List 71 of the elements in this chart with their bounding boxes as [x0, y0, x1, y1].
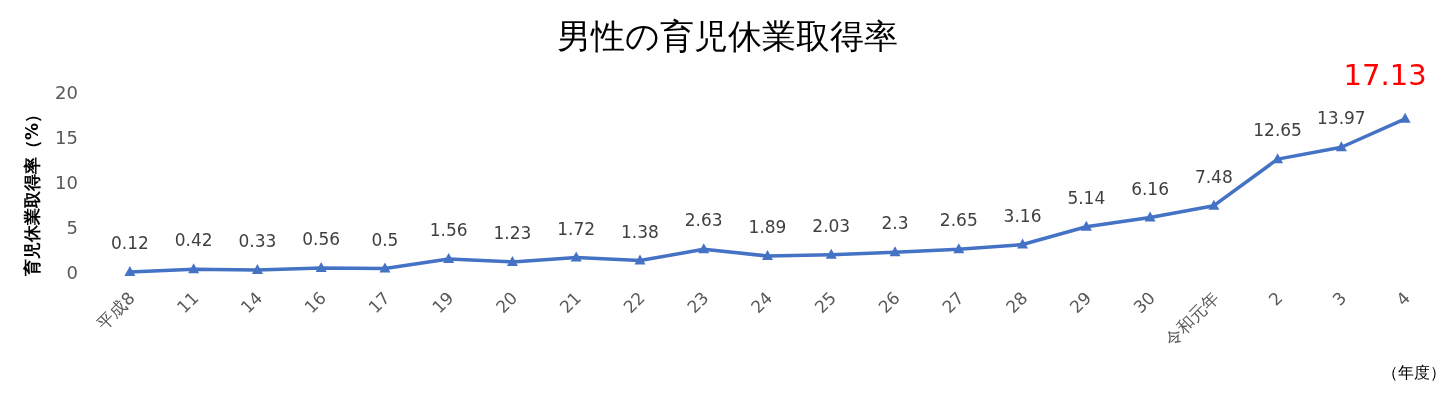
point	[188, 263, 200, 274]
y-tick-label: 10	[55, 172, 78, 193]
data-label: 7.48	[1194, 166, 1233, 187]
point	[443, 252, 455, 263]
x-tick-label: 29	[1065, 287, 1096, 318]
point	[124, 265, 136, 276]
x-tick-label: 26	[874, 287, 904, 318]
data-label: 0.42	[174, 230, 213, 251]
x-tick-label: 14	[236, 287, 267, 318]
data-label: 12.65	[1253, 120, 1302, 141]
x-axis-title: （年度）	[1382, 363, 1446, 382]
x-tick-label: 16	[300, 287, 330, 318]
x-tick-label: 21	[555, 287, 586, 318]
data-label: 2.63	[684, 210, 723, 231]
data-label: 2.65	[939, 210, 978, 231]
point	[1017, 238, 1029, 249]
x-tick-label: 28	[1001, 287, 1032, 318]
y-axis-title: 育児休業取得率（%）	[22, 105, 42, 278]
point	[379, 262, 391, 273]
data-label: 0.33	[238, 231, 277, 252]
point	[1272, 153, 1284, 164]
x-tick-label: 24	[746, 287, 777, 318]
point	[1080, 220, 1092, 231]
point	[889, 246, 901, 257]
data-label: 2.3	[881, 213, 909, 234]
point	[825, 248, 837, 259]
point	[570, 251, 582, 262]
chart-title: 男性の育児休業取得率	[556, 16, 898, 56]
data-label: 0.5	[371, 229, 399, 250]
point	[634, 254, 646, 265]
data-label: 1.72	[557, 218, 596, 239]
y-tick-label: 15	[55, 127, 78, 148]
data-label: 1.89	[748, 216, 787, 237]
data-label: 1.23	[493, 222, 532, 243]
point	[762, 249, 773, 260]
x-tick-label: 27	[938, 287, 968, 318]
data-label: 3.16	[1003, 205, 1042, 226]
y-tick-label: 5	[66, 217, 78, 238]
y-tick-label: 20	[55, 82, 78, 103]
data-label: 0.56	[302, 228, 341, 249]
data-label: 13.97	[1317, 108, 1366, 129]
data-label: 0.12	[110, 232, 149, 253]
x-tick-label: 17	[364, 287, 394, 318]
point	[1399, 112, 1411, 123]
data-label: 2.03	[812, 215, 851, 236]
x-tick-label: 11	[173, 287, 203, 318]
x-tick-label: 2	[1264, 287, 1287, 310]
point	[1144, 211, 1156, 222]
x-tick-label: 令和元年	[1160, 287, 1223, 350]
x-tick-label: 22	[619, 287, 649, 318]
point	[315, 261, 327, 272]
data-label: 5.14	[1067, 187, 1106, 208]
y-tick-label: 0	[66, 262, 78, 283]
x-tick-label: 30	[1129, 287, 1159, 318]
point	[698, 243, 710, 254]
point	[1208, 199, 1220, 210]
x-tick-label: 20	[491, 287, 522, 318]
x-tick-label: 23	[683, 287, 713, 318]
point	[251, 264, 263, 275]
x-tick-label: 平成8	[92, 287, 139, 334]
data-label: 1.38	[621, 221, 659, 242]
point	[953, 243, 965, 254]
point	[506, 255, 518, 266]
data-label: 6.16	[1131, 178, 1169, 199]
data-label: 17.13	[1343, 58, 1427, 92]
data-label: 1.56	[429, 219, 468, 240]
x-tick-label: 3	[1328, 287, 1351, 310]
point	[1335, 141, 1347, 152]
x-tick-label: 19	[428, 287, 458, 318]
x-tick-label: 25	[810, 287, 841, 318]
x-tick-label: 4	[1392, 287, 1414, 310]
